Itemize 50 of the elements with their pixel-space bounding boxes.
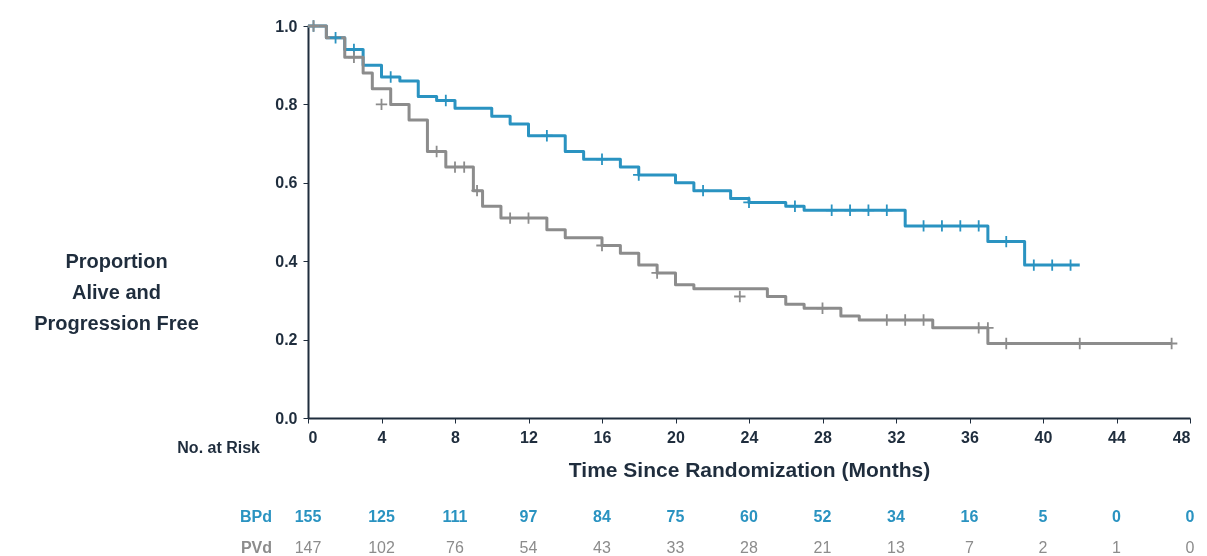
text: 28 [740, 539, 758, 556]
text: PVd [240, 539, 272, 556]
text: 60 [740, 508, 758, 525]
x-tick-label: 36 [961, 428, 979, 446]
text: 0 [1185, 539, 1195, 556]
y-tick-label: 0.6 [275, 174, 298, 192]
text: 84 [593, 508, 611, 525]
x-tick-label: 32 [887, 428, 906, 446]
text: 0 [1185, 508, 1195, 525]
y-tick-label: 0.2 [275, 331, 298, 349]
y-tick-label: 0.0 [275, 409, 298, 427]
text: 155 [294, 508, 322, 525]
x-tick-label: 28 [814, 428, 832, 446]
text: 7 [965, 539, 975, 556]
text: 0 [1112, 508, 1122, 525]
text: 13 [887, 539, 905, 556]
text: 125 [368, 508, 395, 525]
x-tick-label: 44 [1108, 428, 1126, 446]
text: 5 [1038, 508, 1048, 525]
x-tick-label: 12 [520, 428, 538, 446]
text: No. at Risk [177, 439, 261, 456]
text: 76 [446, 539, 464, 556]
y-tick-label: 0.4 [275, 252, 298, 270]
text: 147 [294, 539, 322, 556]
text: 34 [887, 508, 905, 525]
text: BPd [240, 508, 272, 525]
x-tick-label: 48 [1172, 428, 1191, 446]
text: 111 [442, 508, 468, 525]
x-axis-title: Time Since Randomization (Months) [568, 457, 931, 481]
text: 75 [666, 508, 685, 525]
x-tick-label: 40 [1034, 428, 1053, 446]
x-tick-label: 0 [308, 428, 318, 446]
text: 52 [813, 508, 832, 525]
x-tick-label: 16 [593, 428, 612, 446]
x-tick-label: 4 [377, 428, 387, 446]
text: 1 [1112, 539, 1122, 556]
text: 2 [1038, 539, 1048, 556]
x-tick-label: 24 [740, 428, 759, 446]
y-tick-label: 0.8 [275, 95, 298, 113]
x-tick-label: 20 [667, 428, 685, 446]
text: 21 [813, 539, 832, 556]
y-axis-title: Proportion Alive and Progression Free [34, 249, 199, 334]
x-tick-label: 8 [451, 428, 461, 446]
y-tick-label: 1.0 [275, 17, 298, 35]
text: 43 [593, 539, 611, 556]
text: 54 [519, 539, 538, 556]
text: 102 [368, 539, 395, 556]
text: 33 [666, 539, 685, 556]
text: 16 [960, 508, 979, 525]
text: 97 [519, 508, 538, 525]
